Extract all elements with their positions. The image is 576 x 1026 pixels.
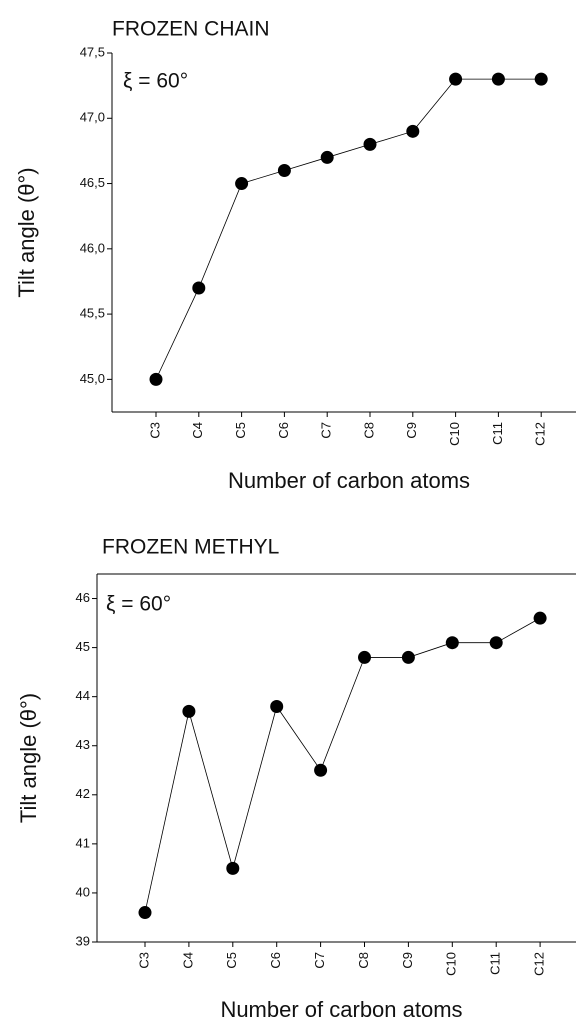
x-tick-label: C5	[224, 952, 239, 969]
x-tick-label: C7	[312, 952, 327, 969]
x-tick-label: C3	[147, 422, 162, 439]
chart-panel: FROZEN CHAIN 45,0 45,5 46,0 46,5 47,0 47,5 C3 C4…	[14, 18, 576, 493]
x-tick-label: C8	[361, 422, 376, 439]
data-point	[445, 636, 459, 650]
data-point	[277, 163, 291, 177]
x-tick-label: C4	[180, 952, 195, 969]
data-point	[314, 763, 328, 777]
chart-title: FROZEN CHAIN	[112, 18, 270, 41]
chart-panel: FROZEN METHYL 39 40 41 42 43 44 45 46 C3 C4 C5 C6 C7 C…	[16, 536, 576, 1022]
data-line	[144, 617, 541, 913]
x-axis-label: Number of carbon atoms	[220, 997, 462, 1022]
data-point	[226, 861, 240, 875]
data-point	[138, 906, 152, 920]
x-tick-label: C12	[533, 422, 548, 446]
y-tick-label: 40	[76, 884, 90, 899]
x-tick-label: C6	[268, 952, 283, 969]
chart-title: FROZEN METHYL	[102, 536, 279, 559]
data-point	[192, 281, 206, 295]
y-tick-label: 43	[76, 737, 90, 752]
y-tick-label: 45	[76, 639, 90, 654]
x-tick-label: C10	[444, 952, 459, 976]
y-tick-label: 44	[76, 688, 90, 703]
y-tick-label: 45,0	[80, 371, 105, 386]
y-tick-label: 39	[76, 933, 90, 948]
x-tick-label: C7	[319, 422, 334, 439]
data-point	[401, 650, 415, 664]
annotation: ξ = 60°	[106, 593, 171, 616]
x-tick-label: C6	[276, 422, 291, 439]
x-tick-label: C11	[488, 952, 503, 975]
x-tick-label: C11	[490, 422, 505, 445]
y-tick-label: 46	[76, 590, 90, 605]
data-point	[406, 124, 420, 138]
y-tick-label: 45,5	[80, 306, 105, 321]
y-tick-label: 47,5	[80, 44, 105, 59]
data-point	[534, 72, 548, 86]
data-point	[270, 699, 284, 713]
data-point	[358, 650, 371, 664]
x-tick-label: C9	[404, 422, 419, 439]
y-tick-label: 46,0	[80, 240, 105, 255]
x-tick-label: C12	[532, 952, 547, 976]
y-axis-label: Tilt angle (θ°)	[14, 167, 39, 297]
data-point	[320, 150, 334, 164]
data-point	[533, 611, 547, 625]
annotation: ξ = 60°	[123, 70, 188, 93]
data-point	[449, 72, 463, 86]
y-tick-label: 42	[76, 786, 90, 801]
x-tick-label: C9	[400, 952, 415, 969]
data-point	[491, 72, 505, 86]
data-point	[489, 636, 503, 650]
x-tick-label: C8	[356, 952, 371, 969]
y-tick-label: 46,5	[80, 175, 105, 190]
y-tick-label: 47,0	[80, 110, 105, 125]
y-tick-label: 41	[76, 835, 90, 850]
y-axis-label: Tilt angle (θ°)	[16, 693, 41, 823]
data-point	[149, 372, 163, 386]
data-point	[182, 704, 196, 718]
x-tick-label: C5	[233, 422, 248, 439]
data-point	[363, 137, 377, 151]
x-tick-label: C4	[190, 422, 205, 439]
data-point	[235, 177, 249, 191]
x-tick-label: C10	[447, 422, 462, 446]
data-line	[155, 78, 542, 380]
x-axis-label: Number of carbon atoms	[228, 468, 470, 493]
x-tick-label: C3	[136, 952, 151, 969]
